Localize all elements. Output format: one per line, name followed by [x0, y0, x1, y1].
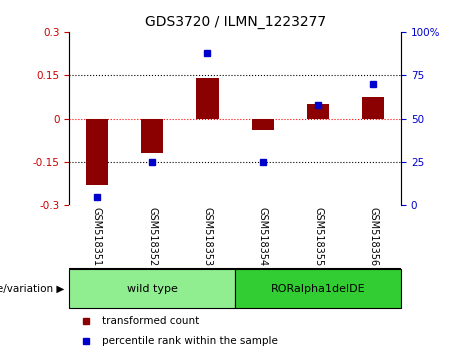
- Text: RORalpha1delDE: RORalpha1delDE: [271, 284, 366, 293]
- Text: GSM518352: GSM518352: [147, 207, 157, 267]
- Text: GSM518355: GSM518355: [313, 207, 323, 267]
- Bar: [362, 97, 384, 119]
- Text: GSM518353: GSM518353: [202, 207, 213, 266]
- Text: percentile rank within the sample: percentile rank within the sample: [102, 336, 278, 346]
- Text: GSM518354: GSM518354: [258, 207, 268, 266]
- Bar: [235, 269, 401, 308]
- Text: GSM518356: GSM518356: [368, 207, 378, 266]
- Bar: [86, 119, 108, 185]
- Bar: [69, 269, 235, 308]
- Text: genotype/variation ▶: genotype/variation ▶: [0, 284, 65, 293]
- Text: transformed count: transformed count: [102, 316, 200, 326]
- Bar: [307, 104, 329, 119]
- Bar: [196, 78, 219, 119]
- Title: GDS3720 / ILMN_1223277: GDS3720 / ILMN_1223277: [145, 16, 325, 29]
- Bar: [252, 119, 274, 130]
- Text: GSM518351: GSM518351: [92, 207, 102, 266]
- Bar: [141, 119, 163, 153]
- Text: wild type: wild type: [127, 284, 177, 293]
